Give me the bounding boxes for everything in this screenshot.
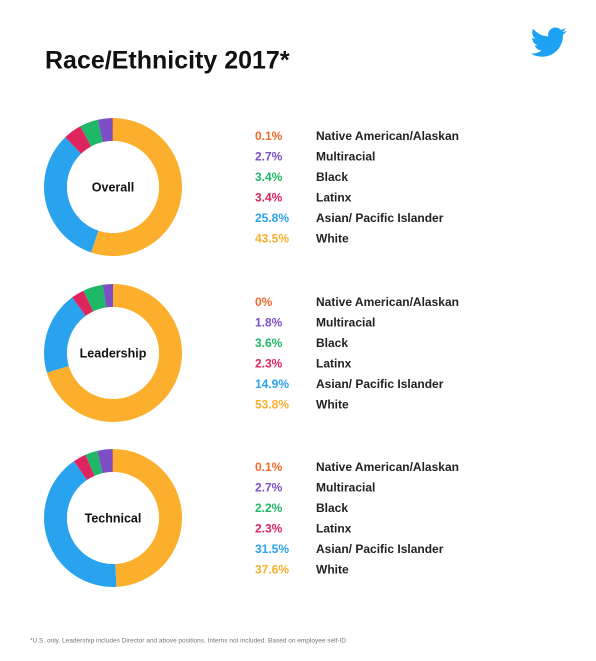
legend-value: 25.8% — [255, 211, 289, 225]
legend-value: 53.8% — [255, 398, 289, 412]
donut-segment — [83, 284, 107, 312]
donut-segment — [65, 126, 92, 154]
footnote: *U.S. only. Leadership includes Director… — [30, 638, 346, 645]
donut-segment — [46, 284, 183, 423]
legend-value: 43.5% — [255, 232, 289, 246]
donut-hole — [67, 472, 159, 564]
legend-label: Asian/ Pacific Islander — [316, 542, 444, 556]
legend-value: 37.6% — [255, 563, 289, 577]
donut-segment — [112, 118, 113, 142]
legend-value: 2.3% — [255, 522, 283, 536]
donut-hole — [67, 141, 159, 233]
legend-value: 31.5% — [255, 542, 289, 556]
legend-label: Latinx — [316, 191, 352, 205]
legend-label: Native American/Alaskan — [316, 295, 459, 309]
legend-label: White — [316, 398, 349, 412]
donut-segment — [102, 284, 113, 308]
legend-value: 0% — [255, 295, 273, 309]
legend-label: White — [316, 232, 349, 246]
legend-value: 2.7% — [255, 481, 283, 495]
legend-label: Multiracial — [316, 150, 375, 164]
donut-label: Overall — [92, 180, 134, 194]
legend-label: Asian/ Pacific Islander — [316, 211, 444, 225]
donut-segment — [74, 454, 95, 481]
donut-segment — [97, 449, 113, 474]
legend-label: Multiracial — [316, 481, 375, 495]
legend-label: Latinx — [316, 357, 352, 371]
donut-segment — [112, 449, 113, 473]
donut-segment — [85, 450, 103, 476]
donut-label: Leadership — [80, 346, 147, 360]
legend-label: Black — [316, 501, 348, 515]
donut-segment — [72, 290, 94, 316]
donut-segment — [91, 118, 183, 256]
legend-value: 3.4% — [255, 191, 283, 205]
legend-label: White — [316, 563, 349, 577]
donut-segment — [44, 461, 117, 587]
legend-label: Native American/Alaskan — [316, 129, 459, 143]
donut-segment — [113, 449, 182, 587]
donut-segment — [97, 118, 113, 143]
donut-label: Technical — [85, 511, 142, 525]
twitter-logo — [530, 27, 567, 57]
page-title: Race/Ethnicity 2017* — [45, 47, 290, 75]
legend-value: 2.3% — [255, 357, 283, 371]
donut-segment — [80, 119, 103, 147]
legend-label: Black — [316, 336, 348, 350]
legend-value: 2.7% — [255, 150, 283, 164]
legend-value: 14.9% — [255, 377, 289, 391]
legend-value: 0.1% — [255, 129, 283, 143]
legend-value: 0.1% — [255, 460, 283, 474]
donut-hole — [67, 307, 159, 399]
donut-segment — [44, 137, 99, 253]
legend-label: Latinx — [316, 522, 352, 536]
legend-value: 2.2% — [255, 501, 283, 515]
legend-label: Black — [316, 170, 348, 184]
legend-value: 3.6% — [255, 336, 283, 350]
donut-segment — [44, 297, 86, 373]
legend-label: Asian/ Pacific Islander — [316, 377, 444, 391]
legend-label: Multiracial — [316, 316, 375, 330]
legend-value: 3.4% — [255, 170, 283, 184]
legend-value: 1.8% — [255, 316, 283, 330]
legend-label: Native American/Alaskan — [316, 460, 459, 474]
